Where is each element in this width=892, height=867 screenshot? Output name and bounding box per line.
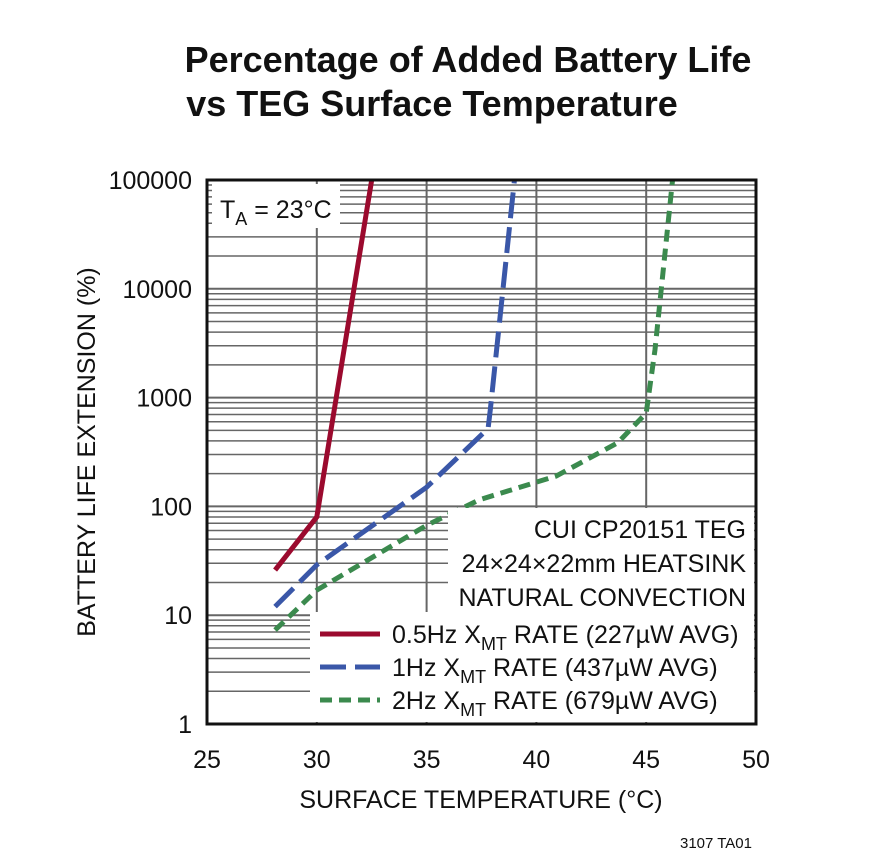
- annotation-bg: [448, 508, 754, 612]
- legend-label-1: 1Hz XMT RATE (437µW AVG): [392, 654, 718, 687]
- series-line-0: [273, 179, 375, 572]
- series-line-1: [273, 179, 517, 609]
- plot-frame: [205, 178, 758, 726]
- legend-label-0: 0.5Hz XMT RATE (227µW AVG): [392, 621, 739, 654]
- x-tick-label: 30: [303, 746, 331, 774]
- ta-annotation-bg: [212, 184, 340, 228]
- legend: 0.5Hz XMT RATE (227µW AVG)1Hz XMT RATE (…: [320, 621, 739, 720]
- annotation-line: 24×24×22mm HEATSINK: [462, 550, 747, 578]
- y-tick-label: 1: [178, 711, 192, 739]
- annotation-line: CUI CP20151 TEG: [534, 516, 746, 544]
- annotation-line: NATURAL CONVECTION: [458, 584, 746, 612]
- x-tick-label: 45: [632, 746, 660, 774]
- chart-title-line-2: vs TEG Surface Temperature: [186, 83, 678, 124]
- y-axis-label: BATTERY LIFE EXTENSION (%): [73, 267, 101, 637]
- ta-annotation: TA = 23°C: [220, 196, 332, 229]
- figure-id: 3107 TA01: [680, 835, 752, 852]
- series-line-2: [273, 179, 676, 632]
- x-tick-label: 35: [413, 746, 441, 774]
- y-tick-label: 1000: [136, 385, 192, 413]
- x-tick-label: 25: [193, 746, 221, 774]
- chart-title-line-1: Percentage of Added Battery Life: [185, 39, 752, 80]
- tick-labels: 25 30 35 40 45 50 1 10 100 1000 10000 100000: [109, 167, 770, 774]
- y-tick-label: 100: [150, 493, 192, 521]
- x-tick-label: 40: [522, 746, 550, 774]
- y-tick-label: 10: [164, 602, 192, 630]
- y-tick-label: 100000: [109, 167, 192, 195]
- series-layer: [273, 179, 676, 632]
- legend-label-2: 2Hz XMT RATE (679µW AVG): [392, 687, 718, 720]
- legend-bg: [310, 612, 754, 722]
- x-axis-label: SURFACE TEMPERATURE (°C): [299, 786, 662, 814]
- x-tick-label: 50: [742, 746, 770, 774]
- y-tick-label: 10000: [122, 276, 192, 304]
